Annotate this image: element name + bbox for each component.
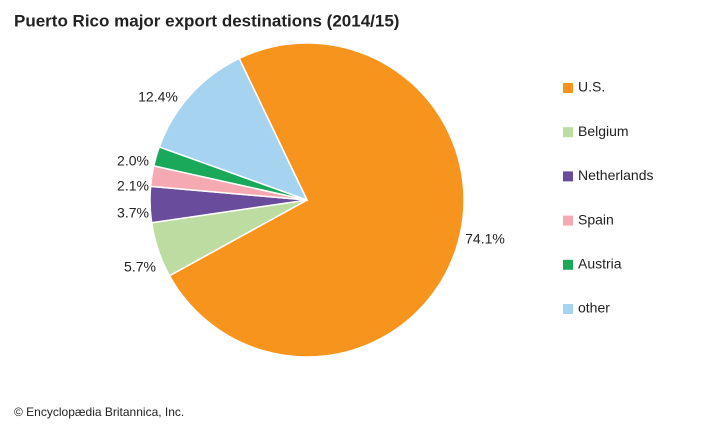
- value-label: 2.0%: [117, 153, 149, 169]
- legend-swatch: [563, 259, 573, 270]
- legend-label: Austria: [578, 256, 622, 272]
- value-label: 5.7%: [124, 259, 156, 275]
- legend-swatch: [563, 304, 573, 314]
- value-label: 3.7%: [117, 205, 149, 221]
- value-label: 12.4%: [138, 89, 178, 105]
- pie-slice: [158, 57, 309, 202]
- chart-title: Puerto Rico major export destinations (2…: [14, 11, 399, 30]
- credit: © Encyclopædia Britannica, Inc.: [14, 405, 184, 419]
- legend-label: Spain: [578, 211, 614, 227]
- legend-swatch: [563, 83, 573, 93]
- value-label: 74.1%: [465, 231, 505, 247]
- legend-swatch: [563, 127, 573, 138]
- legend-label: Belgium: [578, 123, 629, 139]
- legend-swatch: [563, 215, 573, 226]
- pie-slice: [168, 42, 465, 358]
- legend-label: other: [578, 300, 610, 316]
- legend-label: U.S.: [578, 79, 605, 95]
- legend-label: Netherlands: [578, 167, 654, 183]
- value-label: 2.1%: [117, 178, 149, 194]
- legend-swatch: [563, 171, 573, 182]
